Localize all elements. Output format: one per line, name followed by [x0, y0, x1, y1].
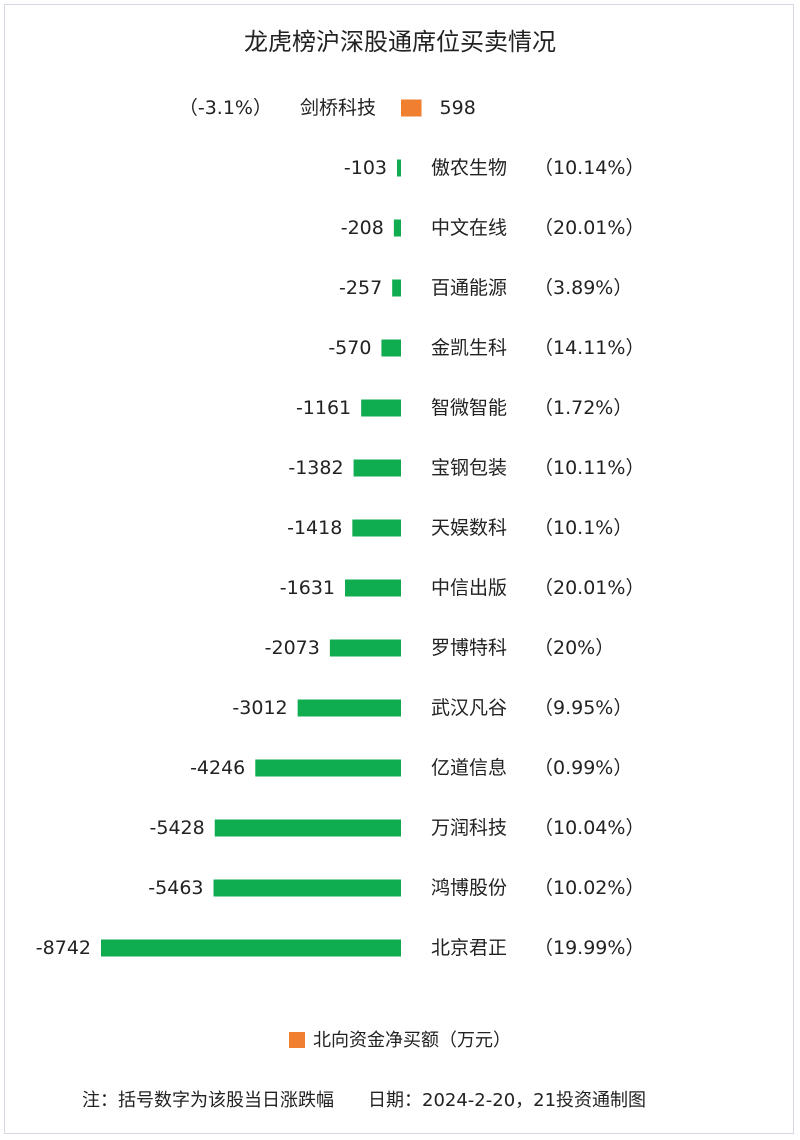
value-label: -570	[328, 337, 371, 359]
change-label: （0.99%）	[534, 757, 632, 779]
value-label: -3012	[232, 697, 287, 719]
category-label: 智微智能	[431, 397, 507, 419]
category-label: 天娱数科	[431, 517, 507, 539]
bar	[381, 339, 401, 357]
change-label: （10.14%）	[534, 157, 644, 179]
category-label: 罗博特科	[431, 637, 507, 659]
bar	[101, 939, 401, 957]
value-label: -4246	[190, 757, 245, 779]
value-label: -1161	[296, 397, 351, 419]
value-label: -208	[341, 217, 384, 239]
bar	[352, 519, 401, 537]
legend: 北向资金净买额（万元）	[0, 1026, 800, 1052]
category-label: 剑桥科技	[300, 97, 376, 119]
category-label: 中文在线	[431, 217, 507, 239]
bar	[392, 279, 401, 297]
bar	[213, 879, 401, 897]
change-label: （3.89%）	[534, 277, 632, 299]
value-label: -103	[344, 157, 387, 179]
bar	[297, 699, 401, 717]
bar-chart: 剑桥科技 （-3.1%） 598 -103 傲农生物 （10.14%） -208 中文在线 （2…	[36, 97, 645, 959]
bar	[401, 99, 422, 117]
category-label: 中信出版	[431, 577, 507, 599]
change-label: （1.72%）	[534, 397, 632, 419]
category-label: 鸿博股份	[431, 877, 507, 899]
bar	[329, 639, 401, 657]
change-label: （10.02%）	[534, 877, 644, 899]
legend-swatch	[289, 1032, 305, 1048]
bar	[397, 159, 401, 177]
value-label: -8742	[36, 937, 91, 959]
value-label: -1418	[287, 517, 342, 539]
footer-note: 注：括号数字为该股当日涨跌幅	[82, 1090, 334, 1111]
bar	[345, 579, 401, 597]
bar	[214, 819, 401, 837]
category-label: 金凯生科	[431, 337, 507, 359]
change-label: （10.11%）	[534, 457, 644, 479]
category-label: 傲农生物	[431, 157, 507, 179]
change-label: （20%）	[534, 637, 614, 659]
change-label: （14.11%）	[534, 337, 644, 359]
value-label: -5463	[148, 877, 203, 899]
category-label: 百通能源	[431, 277, 507, 299]
chart-title: 龙虎榜沪深股通席位买卖情况	[244, 28, 556, 56]
footer: 注：括号数字为该股当日涨跌幅 日期：2024-2-20，21投资通制图	[82, 1086, 646, 1112]
category-label: 武汉凡谷	[431, 697, 507, 719]
bar	[255, 759, 401, 777]
change-label: （10.1%）	[534, 517, 632, 539]
change-label: （19.99%）	[534, 937, 644, 959]
chart-frame	[4, 4, 794, 1134]
value-label: -1382	[288, 457, 343, 479]
category-label: 北京君正	[431, 937, 507, 959]
value-label: -5428	[150, 817, 205, 839]
value-label: -1631	[280, 577, 335, 599]
value-label: -2073	[265, 637, 320, 659]
change-label: （20.01%）	[534, 217, 644, 239]
value-label: 598	[440, 97, 476, 119]
value-label: -257	[339, 277, 382, 299]
category-label: 亿道信息	[431, 757, 507, 779]
footer-date: 日期：2024-2-20，21投资通制图	[368, 1090, 647, 1111]
change-label: （10.04%）	[534, 817, 644, 839]
bar	[353, 459, 401, 477]
category-label: 万润科技	[431, 817, 507, 839]
bar	[393, 219, 401, 237]
bar	[361, 399, 401, 417]
change-label: （-3.1%）	[179, 97, 272, 119]
category-label: 宝钢包装	[431, 457, 507, 479]
legend-label: 北向资金净买额（万元）	[313, 1030, 511, 1051]
change-label: （9.95%）	[534, 697, 632, 719]
change-label: （20.01%）	[534, 577, 644, 599]
